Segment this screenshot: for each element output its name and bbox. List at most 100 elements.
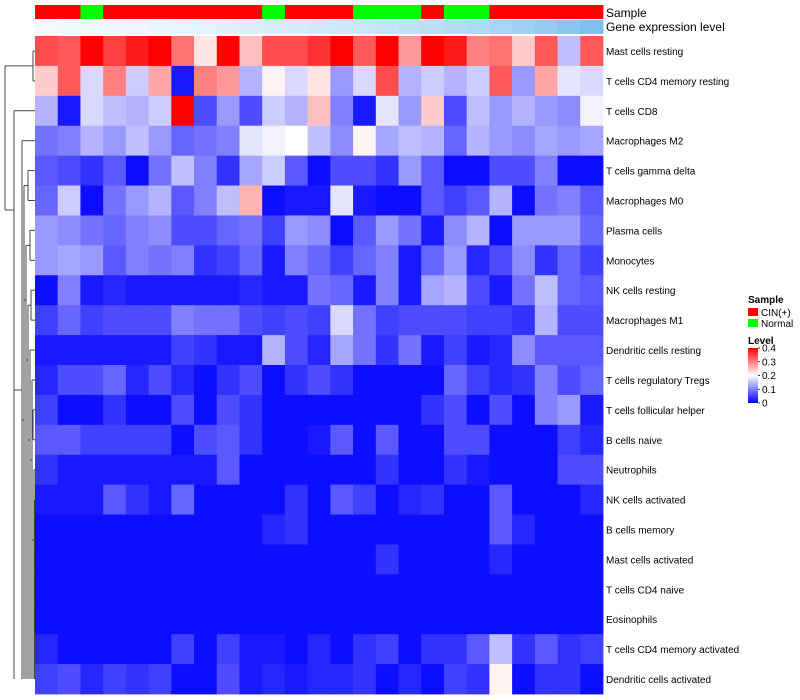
heatmap-cell [580, 544, 604, 575]
heatmap-cell [194, 125, 218, 157]
heatmap-cell [125, 424, 149, 456]
heatmap-cell [534, 245, 558, 276]
heatmap-cell [353, 305, 377, 336]
legend-tick-label: 0.1 [762, 385, 776, 396]
heatmap-cell [194, 544, 218, 575]
heatmap-cell [103, 424, 127, 456]
heatmap-cell [466, 95, 490, 127]
heatmap-cell [35, 454, 59, 486]
heatmap-cell [398, 185, 422, 216]
heatmap-cell [421, 245, 445, 276]
heatmap-cell [466, 664, 490, 695]
row-label: Dendritic cells activated [606, 675, 711, 686]
heatmap-cell [262, 604, 286, 635]
heatmap-cell [398, 394, 422, 426]
heatmap-cell [557, 65, 581, 97]
heatmap-cell [57, 634, 81, 665]
heatmap-cell [35, 634, 59, 665]
heatmap-cell [375, 454, 399, 486]
heatmap-cell [262, 664, 286, 695]
heatmap-cell [216, 245, 240, 276]
heatmap-cell [375, 604, 399, 635]
heatmap-cell [103, 245, 127, 276]
heatmap-cell [125, 544, 149, 575]
heatmap-cell [512, 424, 536, 456]
heatmap-cell [443, 305, 468, 336]
heatmap-cell [194, 604, 218, 635]
heatmap-cell [80, 125, 104, 157]
heatmap-cell [239, 664, 263, 695]
annotation-cell [194, 5, 218, 19]
legend-level-ticks: 0.4 0.3 0.2 0.1 0 [758, 344, 776, 410]
heatmap-cell [580, 394, 604, 426]
heatmap-cell [398, 125, 422, 157]
heatmap-cell [489, 36, 513, 67]
heatmap-cell [307, 544, 331, 575]
heatmap-cell [103, 275, 127, 306]
heatmap-cell [103, 454, 127, 486]
heatmap-cell [466, 65, 490, 97]
heatmap-cell [80, 185, 104, 216]
column-annotation-labels: Sample Gene expression level [606, 6, 725, 34]
heatmap-cell [171, 484, 195, 515]
heatmap-cell [307, 604, 331, 635]
heatmap-cell [421, 394, 445, 426]
legend-tick-label: 0.3 [762, 357, 776, 368]
heatmap-cell [171, 544, 195, 575]
heatmap-cell [307, 394, 331, 426]
heatmap-cells [35, 36, 604, 695]
heatmap-cell [580, 185, 604, 216]
heatmap-cell [194, 484, 218, 515]
heatmap-cell [466, 215, 490, 246]
row-label: Macrophages M0 [606, 197, 684, 208]
annotation-label-sample: Sample [606, 6, 647, 20]
heatmap-cell [512, 664, 536, 695]
heatmap-cell [80, 275, 104, 306]
heatmap-cell [534, 365, 558, 396]
heatmap-cell [239, 335, 263, 366]
annotation-cell [375, 20, 399, 34]
heatmap-cell [171, 394, 195, 426]
heatmap-cell [466, 514, 490, 545]
heatmap-cell [57, 424, 81, 456]
heatmap-cell [80, 394, 104, 426]
heatmap-cell [148, 36, 172, 67]
heatmap-cell [194, 95, 218, 127]
heatmap-cell [239, 514, 263, 545]
annotation-label-gene-expression: Gene expression level [606, 20, 725, 34]
heatmap-cell [375, 65, 399, 97]
heatmap-cell [489, 604, 513, 635]
heatmap-cell [330, 544, 354, 575]
heatmap-cell [284, 394, 309, 426]
heatmap-cell [580, 155, 604, 186]
heatmap-cell [375, 185, 399, 216]
heatmap-cell [35, 245, 59, 276]
heatmap-cell [103, 634, 127, 665]
annotation-cell [171, 20, 195, 34]
heatmap-cell [330, 365, 354, 396]
heatmap-cell [194, 664, 218, 695]
heatmap-cell [580, 215, 604, 246]
heatmap-cell [239, 275, 263, 306]
heatmap-cell [125, 215, 149, 246]
heatmap-cell [534, 275, 558, 306]
annotation-cell [262, 5, 286, 19]
heatmap-cell [398, 544, 422, 575]
heatmap-cell [239, 544, 263, 575]
heatmap-cell [307, 36, 331, 67]
heatmap-cell [353, 95, 377, 127]
heatmap-cell [353, 454, 377, 486]
heatmap-cell [284, 484, 309, 515]
heatmap-cell [512, 275, 536, 306]
heatmap-cell [330, 155, 354, 186]
heatmap-cell [466, 484, 490, 515]
heatmap-cell [125, 454, 149, 486]
heatmap-cell [307, 634, 331, 665]
heatmap-cell [375, 125, 399, 157]
heatmap-cell [35, 424, 59, 456]
row-label: T cells CD4 memory activated [606, 645, 739, 656]
heatmap-cell [375, 95, 399, 127]
heatmap-cell [57, 544, 81, 575]
heatmap-cell [284, 604, 309, 635]
